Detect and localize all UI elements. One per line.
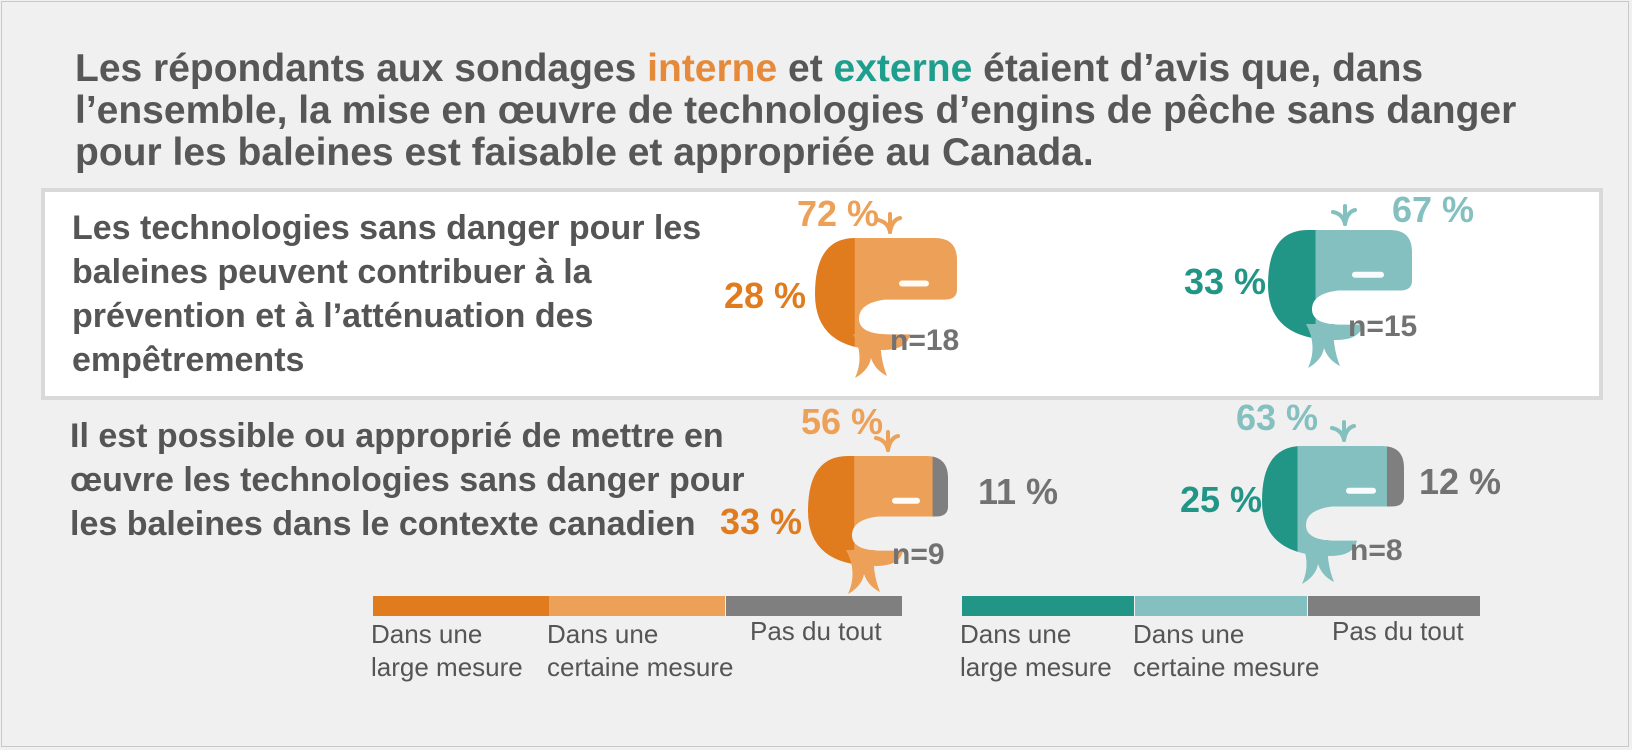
legend-interne-swatch-3 (726, 596, 902, 616)
q2-interne-label-certaine: 56 % (801, 401, 883, 442)
legend-interne-label-1-line1: Dans une (371, 619, 482, 649)
q2-interne-whale-spout-icon (874, 430, 900, 452)
q2-externe-label-large: 25 % (1180, 479, 1262, 520)
title-part-3: étaient d’avis que, dans l’ensemble, la … (75, 47, 1517, 174)
title-part-2: et (777, 47, 834, 90)
q2-interne-n: n=9 (892, 538, 945, 571)
q1-interne-whale-spout-icon (876, 212, 902, 234)
q2-externe-whale-segment-1 (1262, 446, 1298, 556)
q1-externe-label-large: 33 % (1184, 261, 1266, 302)
q1-externe-whale-flipper (1352, 271, 1384, 278)
q2-externe-whale-tail (1300, 540, 1334, 584)
question-1-text: Les technologies sans danger pour les ba… (72, 209, 702, 379)
legend-externe-label-2-line2: certaine mesure (1133, 652, 1319, 682)
legend-interne-label-3-line1: Pas du tout (750, 616, 882, 646)
q1-externe-label-certaine: 67 % (1392, 189, 1474, 230)
q1-interne-n: n=18 (890, 324, 959, 357)
legend-interne-label-2-line1: Dans une (547, 619, 658, 649)
question-2-text: Il est possible ou approprié de mettre e… (70, 417, 745, 543)
legend-externe-label-1-line2: large mesure (960, 652, 1112, 682)
q2-interne-whale-tail (846, 550, 880, 594)
legend-interne-swatch-2 (549, 596, 725, 616)
title-interne: interne (647, 47, 778, 90)
q2-externe-label-certaine: 63 % (1236, 397, 1318, 438)
q1-interne-whale-tail (853, 334, 887, 378)
q1-externe-whale-tail (1306, 324, 1340, 368)
q2-externe-n: n=8 (1350, 534, 1403, 567)
q1-interne-label-large: 28 % (724, 275, 806, 316)
q2-externe-label-pas: 12 % (1419, 461, 1501, 502)
legend-interne-swatch-1 (373, 596, 549, 616)
q1-interne-whale-flipper (899, 280, 929, 287)
q1-interne-whale-segment-1 (815, 238, 856, 350)
q2-externe-whale-spout-icon (1330, 420, 1356, 442)
legend-interne-label-2-line2: certaine mesure (547, 652, 733, 682)
title-externe: externe (833, 47, 973, 90)
q2-interne-label-large: 33 % (720, 501, 802, 542)
q2-interne-whale-flipper (892, 497, 920, 504)
q2-interne-label-pas: 11 % (978, 471, 1058, 512)
q1-externe-n: n=15 (1348, 310, 1417, 343)
figure-title: Les répondants aux sondages interne et e… (75, 48, 1555, 174)
q1-externe-whale-spout-icon (1331, 204, 1357, 226)
q2-externe-whale-flipper (1346, 487, 1376, 494)
legend-externe-swatch-1 (962, 596, 1134, 616)
legend-externe-swatch-2 (1135, 596, 1307, 616)
legend-externe-swatch-3 (1308, 596, 1480, 616)
legend-externe-label-3-line1: Pas du tout (1332, 616, 1464, 646)
legend-externe-label-1-line1: Dans une (960, 619, 1071, 649)
legend-externe-label-2-line1: Dans une (1133, 619, 1244, 649)
q1-interne-label-certaine: 72 % (797, 193, 879, 234)
q1-externe-whale (1268, 204, 1412, 368)
title-part-1: Les répondants aux sondages (75, 47, 648, 90)
legend-interne-label-1-line2: large mesure (371, 652, 523, 682)
